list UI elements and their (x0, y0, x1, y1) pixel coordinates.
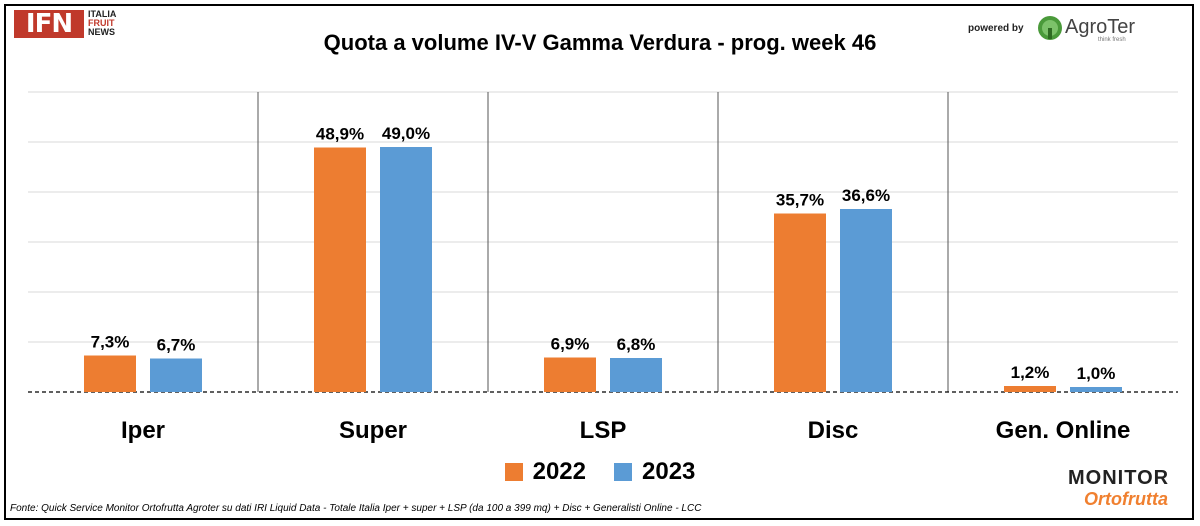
chart-frame (4, 4, 1194, 520)
data-label-2023-0: 6,7% (157, 336, 196, 355)
bar-2022-1 (314, 147, 366, 392)
legend-swatch-2023 (614, 463, 632, 481)
monitor-ortofrutta-logo: MONITOR Ortofrutta (1068, 467, 1188, 517)
data-label-2023-2: 6,8% (617, 335, 656, 354)
ifn-logo: IFN ITALIA FRUIT NEWS (14, 10, 134, 40)
data-label-2022-4: 1,2% (1011, 363, 1050, 382)
monitor-logo-line-1: MONITOR (1068, 467, 1170, 489)
legend-item-2022: 2022 (504, 458, 586, 486)
partner-logo-tagline: think fresh (1098, 37, 1126, 43)
bar-2023-3 (840, 209, 892, 392)
legend-label-2023: 2023 (642, 458, 696, 485)
bar-2023-0 (150, 358, 202, 392)
source-note: Fonte: Quick Service Monitor Ortofrutta … (10, 503, 702, 514)
data-label-2023-3: 36,6% (842, 186, 890, 205)
data-label-2022-2: 6,9% (551, 335, 590, 354)
legend-label-2022: 2022 (532, 458, 586, 485)
ifn-logo-line-3: NEWS (88, 27, 115, 37)
legend: 2022 2023 (0, 458, 1200, 486)
powered-by-label: powered by (968, 23, 1024, 34)
agroter-logo-icon (1038, 16, 1062, 40)
bar-2022-0 (84, 355, 136, 392)
data-label-2022-3: 35,7% (776, 191, 824, 210)
ifn-logo-text: ITALIA FRUIT NEWS (88, 10, 116, 37)
bar-2023-4 (1070, 387, 1122, 392)
data-label-2022-0: 7,3% (91, 333, 130, 352)
bar-2023-1 (380, 147, 432, 392)
ifn-logo-mark: IFN (14, 10, 84, 38)
bar-2022-2 (544, 357, 596, 392)
bar-2022-3 (774, 213, 826, 392)
category-label-0: Iper (121, 417, 165, 444)
legend-swatch-2022 (504, 463, 523, 481)
ifn-logo-line-1: ITALIA (88, 9, 117, 19)
bar-2023-2 (610, 358, 662, 392)
data-label-2023-4: 1,0% (1077, 364, 1116, 383)
bar-2022-4 (1004, 386, 1056, 392)
monitor-logo-line-2: Ortofrutta (1084, 489, 1168, 509)
data-label-2023-1: 49,0% (382, 124, 430, 143)
chart-title: Quota a volume IV-V Gamma Verdura - prog… (323, 30, 877, 55)
category-label-1: Super (339, 417, 407, 444)
legend-item-2023: 2023 (614, 458, 695, 486)
category-label-4: Gen. Online (996, 417, 1131, 444)
ifn-logo-line-2: FRUIT (88, 18, 115, 28)
data-label-2022-1: 48,9% (316, 125, 364, 144)
category-label-3: Disc (808, 417, 859, 444)
partner-logo-name: AgroTer (1065, 16, 1136, 38)
category-label-2: LSP (580, 417, 627, 444)
